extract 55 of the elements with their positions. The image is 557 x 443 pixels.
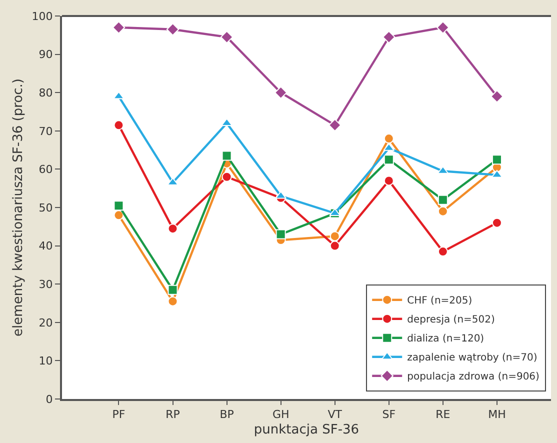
- x-tick-label: PF: [112, 408, 126, 422]
- legend-label: zapalenie wątroby (n=70): [407, 352, 538, 364]
- legend-label: populacja zdrowa (n=906): [407, 372, 540, 383]
- point: [491, 170, 503, 178]
- point: [114, 210, 124, 220]
- x-tick-label: MH: [488, 408, 506, 422]
- y-tick-label: 60: [38, 163, 53, 176]
- y-axis-title: elementy kwestionariusza SF-36 (proc.): [11, 78, 26, 336]
- legend-label: dializa (n=120): [407, 334, 484, 345]
- y-tick-label: 40: [38, 240, 53, 253]
- y-tick-label: 80: [38, 86, 53, 100]
- point: [492, 218, 502, 228]
- legend-label: depresja (n=502): [407, 314, 495, 326]
- point: [168, 284, 178, 295]
- point: [274, 86, 288, 99]
- point: [330, 240, 340, 251]
- y-tick-label: 100: [32, 10, 53, 23]
- y-tick-label: 0: [46, 392, 53, 406]
- x-tick-label: RE: [436, 408, 450, 422]
- point: [384, 154, 394, 165]
- point: [438, 194, 448, 205]
- point: [384, 176, 394, 186]
- y-tick-label: 70: [38, 124, 53, 138]
- point: [113, 91, 124, 100]
- x-tick-label: BP: [220, 408, 234, 422]
- point: [276, 229, 286, 240]
- point: [382, 30, 396, 44]
- y-tick-label: 20: [38, 316, 53, 330]
- y-tick-label: 50: [38, 201, 53, 214]
- x-tick-label: GH: [272, 408, 290, 422]
- point: [166, 23, 180, 36]
- x-axis-title: punktacja SF-36: [254, 422, 360, 438]
- point: [436, 21, 450, 34]
- y-tick-label: 30: [38, 278, 53, 291]
- point: [438, 246, 448, 257]
- legend-label: CHF (n=205): [407, 296, 472, 307]
- x-tick-label: RP: [166, 408, 180, 422]
- point: [222, 172, 232, 182]
- point: [168, 296, 178, 306]
- point: [492, 154, 502, 165]
- y-tick-label: 90: [38, 48, 53, 62]
- point: [490, 90, 504, 103]
- point: [114, 200, 124, 211]
- point: [114, 120, 124, 130]
- point: [112, 21, 126, 34]
- x-tick-label: VT: [328, 408, 342, 422]
- point: [384, 134, 394, 144]
- point: [220, 30, 234, 44]
- x-tick-label: SF: [382, 408, 396, 422]
- point: [222, 150, 232, 161]
- point: [168, 224, 178, 234]
- point: [438, 206, 448, 216]
- point: [330, 231, 340, 242]
- y-tick-label: 10: [38, 354, 53, 368]
- point: [328, 118, 342, 132]
